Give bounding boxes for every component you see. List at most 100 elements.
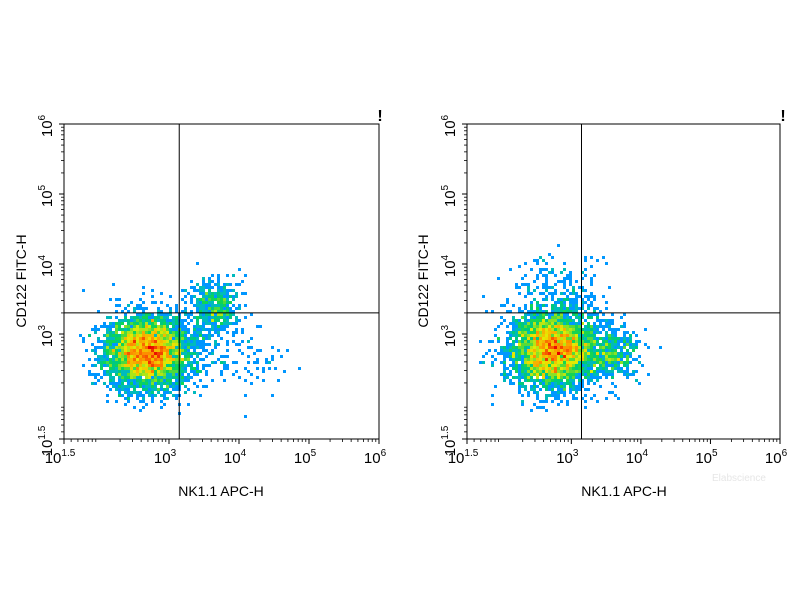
density-cell [115, 382, 118, 385]
density-cell [557, 382, 560, 385]
density-cell [545, 289, 548, 292]
density-cell [166, 364, 169, 367]
density-cell [518, 388, 521, 391]
density-cell [127, 364, 130, 367]
density-cell [575, 346, 578, 349]
density-cell [142, 400, 145, 403]
density-cell [160, 301, 163, 304]
density-cell [220, 337, 223, 340]
density-cell [196, 337, 199, 340]
density-cell [602, 358, 605, 361]
density-cell [488, 349, 491, 352]
density-cell [148, 367, 151, 370]
density-cell [172, 364, 175, 367]
density-cell [118, 388, 121, 391]
density-cell [157, 346, 160, 349]
density-cell [566, 382, 569, 385]
density-cell [220, 286, 223, 289]
density-cell [199, 343, 202, 346]
density-cell [530, 358, 533, 361]
density-cell [124, 316, 127, 319]
density-cell [217, 307, 220, 310]
density-cell [148, 385, 151, 388]
density-cell [163, 370, 166, 373]
density-cell [274, 367, 277, 370]
density-cell [94, 328, 97, 331]
density-cell [494, 385, 497, 388]
density-cell [220, 370, 223, 373]
density-dots-left [79, 262, 301, 418]
density-cell [208, 301, 211, 304]
density-cell [617, 364, 620, 367]
density-cell [157, 325, 160, 328]
density-cell [527, 322, 530, 325]
density-cell [521, 343, 524, 346]
density-cell [241, 352, 244, 355]
density-cell [596, 400, 599, 403]
density-cell [154, 352, 157, 355]
density-cell [605, 301, 608, 304]
density-cell [202, 364, 205, 367]
density-cell [169, 322, 172, 325]
density-cell [199, 331, 202, 334]
density-cell [202, 340, 205, 343]
density-cell [515, 325, 518, 328]
density-cell [596, 349, 599, 352]
density-cell [115, 367, 118, 370]
density-cell [211, 274, 214, 277]
density-cell [533, 337, 536, 340]
density-cell [151, 322, 154, 325]
density-cell [491, 340, 494, 343]
density-cell [524, 385, 527, 388]
density-cell [557, 334, 560, 337]
density-cell [202, 280, 205, 283]
density-cell [515, 349, 518, 352]
density-cell [151, 367, 154, 370]
density-cell [530, 292, 533, 295]
density-cell [250, 313, 253, 316]
density-cell [515, 328, 518, 331]
density-cell [578, 361, 581, 364]
density-cell [139, 343, 142, 346]
x-tick-label: 101.5 [45, 448, 76, 467]
density-cell [620, 367, 623, 370]
density-cell [199, 379, 202, 382]
density-cell [181, 343, 184, 346]
density-cell [575, 280, 578, 283]
density-cell [548, 337, 551, 340]
density-cell [127, 355, 130, 358]
density-cell [196, 355, 199, 358]
density-cell [566, 289, 569, 292]
density-cell [160, 331, 163, 334]
density-cell [566, 352, 569, 355]
density-dots-right [479, 244, 662, 412]
density-cell [226, 313, 229, 316]
density-cell [560, 307, 563, 310]
density-cell [163, 361, 166, 364]
density-cell [133, 325, 136, 328]
density-cell [109, 316, 112, 319]
density-cell [536, 376, 539, 379]
density-cell [139, 364, 142, 367]
density-cell [626, 358, 629, 361]
density-cell [572, 358, 575, 361]
density-cell [563, 355, 566, 358]
density-cell [557, 349, 560, 352]
density-cell [527, 289, 530, 292]
density-cell [533, 259, 536, 262]
density-cell [130, 373, 133, 376]
density-cell [518, 265, 521, 268]
density-cell [584, 259, 587, 262]
density-cell [578, 379, 581, 382]
density-cell [614, 343, 617, 346]
density-cell [208, 322, 211, 325]
density-cell [145, 340, 148, 343]
density-cell [160, 382, 163, 385]
density-cell [175, 370, 178, 373]
density-cell [163, 403, 166, 406]
density-cell [617, 355, 620, 358]
density-cell [611, 358, 614, 361]
density-cell [581, 343, 584, 346]
density-cell [554, 391, 557, 394]
density-cell [148, 340, 151, 343]
